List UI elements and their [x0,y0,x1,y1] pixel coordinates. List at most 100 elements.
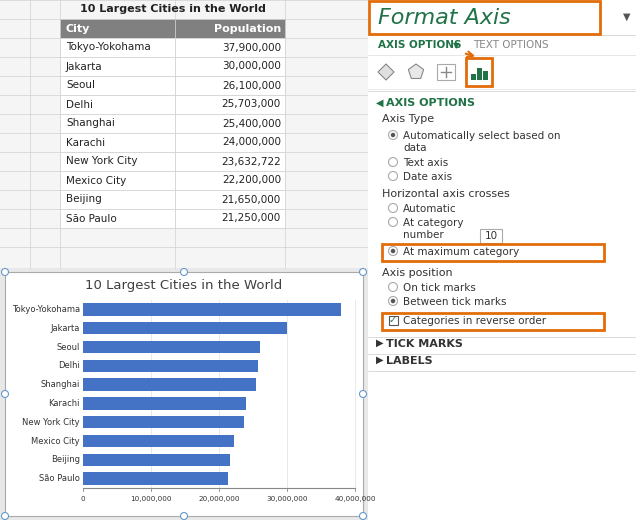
Text: 21,650,000: 21,650,000 [222,194,281,204]
Text: City: City [66,23,90,33]
Text: number: number [403,230,444,240]
Bar [83,322,287,334]
Bar [83,435,234,447]
Bar [60,38,175,57]
Text: 25,703,000: 25,703,000 [222,99,281,110]
Text: Shanghai: Shanghai [66,119,115,128]
Bar [437,64,455,80]
Text: 10,000,000: 10,000,000 [130,496,172,502]
Circle shape [391,133,395,137]
Bar [175,57,285,76]
Text: New York City: New York City [22,418,80,427]
Text: ◀: ◀ [376,98,384,108]
Text: Mexico City: Mexico City [31,436,80,446]
Text: Karachi: Karachi [48,399,80,408]
Bar [83,416,244,428]
Bar [60,114,175,133]
Bar [175,19,285,38]
Bar [60,133,175,152]
Circle shape [389,131,398,139]
Bar [175,76,285,95]
Bar [368,0,636,520]
Bar [83,379,256,391]
Circle shape [389,217,398,227]
Bar [389,316,398,324]
Text: Date axis: Date axis [403,172,452,182]
Text: Axis Type: Axis Type [382,114,434,124]
Text: Tokyo-Yokohama: Tokyo-Yokohama [12,305,80,314]
Text: Jakarta: Jakarta [51,323,80,333]
Bar [60,76,175,95]
Text: ▶: ▶ [376,338,384,348]
Text: Delhi: Delhi [66,99,93,110]
Text: 0: 0 [81,496,85,502]
Text: Axis position: Axis position [382,268,453,278]
Circle shape [389,282,398,292]
Bar [175,95,285,114]
Text: ▼: ▼ [453,42,459,50]
Bar [368,0,636,35]
Bar [175,190,285,209]
Text: 10: 10 [485,231,497,241]
Text: Karachi: Karachi [66,137,105,148]
Circle shape [389,246,398,255]
Text: ✓: ✓ [389,315,397,325]
Bar [83,473,228,485]
Bar [175,171,285,190]
Circle shape [1,513,8,519]
Bar [368,89,636,520]
Text: AXIS OPTIONS: AXIS OPTIONS [378,40,462,50]
Bar [382,313,604,330]
Text: ▶: ▶ [376,355,384,365]
Polygon shape [378,64,394,80]
Text: Population: Population [214,23,281,33]
Circle shape [359,513,366,519]
Text: 24,000,000: 24,000,000 [222,137,281,148]
Text: Mexico City: Mexico City [66,175,127,186]
Text: Delhi: Delhi [58,361,80,370]
Text: AXIS OPTIONS: AXIS OPTIONS [386,98,475,108]
Text: TEXT OPTIONS: TEXT OPTIONS [473,40,549,50]
Text: Format Axis: Format Axis [378,7,511,28]
Text: 30,000,000: 30,000,000 [222,61,281,71]
Text: Seoul: Seoul [66,81,95,90]
Bar [5,272,363,516]
Circle shape [391,249,395,253]
Circle shape [389,172,398,180]
Text: Tokyo-Yokohama: Tokyo-Yokohama [66,43,151,53]
Bar [60,95,175,114]
Bar [175,114,285,133]
Circle shape [391,299,395,303]
Bar [175,133,285,152]
Bar [471,74,476,80]
Bar [480,229,502,243]
Text: Between tick marks: Between tick marks [403,297,506,307]
Circle shape [359,391,366,397]
Text: 10 Largest Cities in the World: 10 Largest Cities in the World [80,5,265,15]
Text: Automatic: Automatic [403,204,457,214]
Text: LABELS: LABELS [386,356,432,366]
Text: New York City: New York City [66,157,137,166]
Circle shape [389,158,398,166]
Text: 21,250,000: 21,250,000 [222,214,281,224]
Text: Horizontal axis crosses: Horizontal axis crosses [382,189,509,199]
Bar [60,171,175,190]
Bar [83,360,258,372]
Bar [60,152,175,171]
Bar [60,57,175,76]
Circle shape [1,268,8,276]
Text: São Paulo: São Paulo [66,214,117,224]
Text: 23,632,722: 23,632,722 [221,157,281,166]
Polygon shape [408,64,424,79]
Bar [368,55,636,89]
Text: TICK MARKS: TICK MARKS [386,339,463,349]
Text: Text axis: Text axis [403,158,448,168]
Bar [369,1,600,34]
Circle shape [181,513,188,519]
Bar [0,268,368,520]
Text: 30,000,000: 30,000,000 [266,496,308,502]
Text: Automatically select based on: Automatically select based on [403,131,560,141]
Bar [60,19,175,38]
Bar [83,453,230,466]
Circle shape [389,203,398,213]
